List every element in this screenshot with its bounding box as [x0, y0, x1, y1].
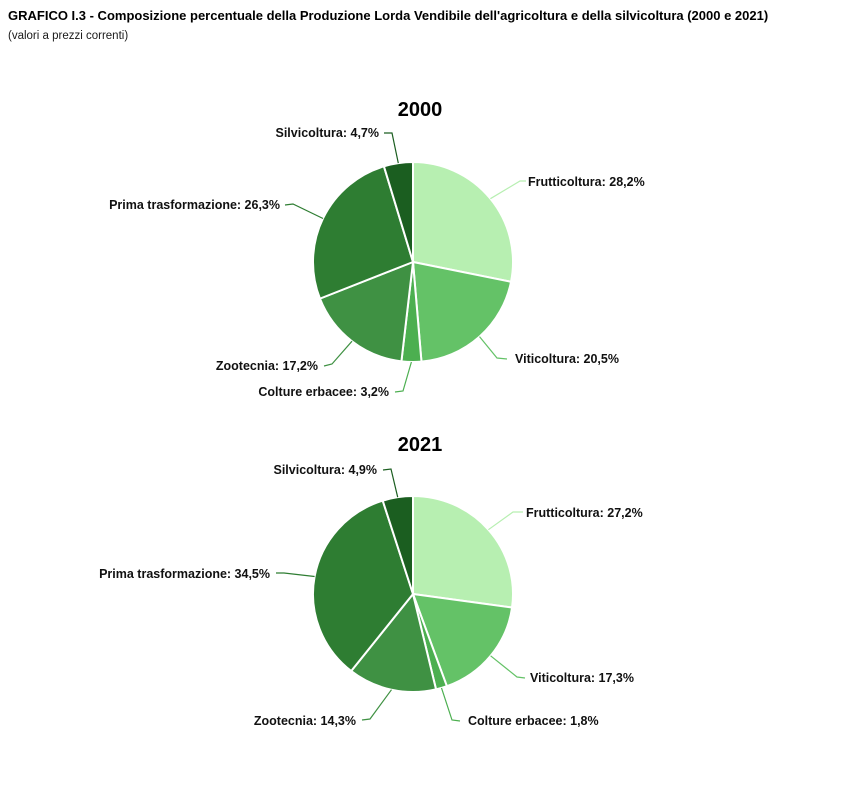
figure-header: GRAFICO I.3 - Composizione percentuale d…: [8, 8, 846, 42]
slice-label-colture-erbacee: Colture erbacee: 3,2%: [258, 385, 389, 399]
pie-chart-2000: 2000 Frutticoltura: 28,2% Viticoltura: 20,…: [109, 99, 645, 399]
leader-line-colture-erbacee: [394, 361, 412, 393]
leader-line-viticoltura: [490, 655, 526, 679]
slice-label-silvicoltura: Silvicoltura: 4,9%: [273, 463, 377, 477]
pie-slice-frutticoltura: [412, 161, 514, 283]
slice-label-silvicoltura: Silvicoltura: 4,7%: [275, 126, 379, 140]
slice-label-frutticoltura: Frutticoltura: 28,2%: [528, 175, 645, 189]
figure-title: GRAFICO I.3 - Composizione percentuale d…: [8, 8, 769, 23]
pie-slice-zootecnia: [350, 593, 438, 693]
leader-line-colture-erbacee: [440, 687, 461, 722]
figure-subtitle: (valori a prezzi correnti): [8, 30, 129, 42]
chart-title-2000: 2000: [398, 99, 443, 121]
leader-line-frutticoltura: [490, 180, 526, 200]
pie-slice-prima-trasformazione: [312, 499, 414, 673]
pie-slice-frutticoltura: [412, 495, 514, 609]
slice-label-zootecnia: Zootecnia: 17,2%: [216, 359, 318, 373]
leader-line-prima-trasformazione: [284, 203, 324, 220]
slice-label-frutticoltura: Frutticoltura: 27,2%: [526, 506, 643, 520]
leader-line-prima-trasformazione: [276, 572, 315, 578]
leader-line-silvicoltura: [382, 468, 399, 498]
slice-label-zootecnia: Zootecnia: 14,3%: [254, 714, 356, 728]
slice-label-viticoltura: Viticoltura: 20,5%: [515, 352, 619, 366]
leader-line-frutticoltura: [488, 511, 523, 531]
leader-line-zootecnia: [361, 689, 392, 721]
slice-label-viticoltura: Viticoltura: 17,3%: [530, 671, 634, 685]
pie-slice-zootecnia: [318, 261, 414, 363]
slice-label-prima-trasformazione: Prima trasformazione: 26,3%: [109, 198, 280, 212]
slice-label-colture-erbacee: Colture erbacee: 1,8%: [468, 714, 599, 728]
leader-line-viticoltura: [479, 336, 508, 360]
leader-line-silvicoltura: [384, 132, 399, 164]
leader-line-zootecnia: [323, 340, 353, 367]
pie-chart-2021: 2021 Frutticoltura: 27,2% Viticoltura: 17,…: [99, 434, 643, 728]
chart-title-2021: 2021: [398, 434, 443, 456]
slice-label-prima-trasformazione: Prima trasformazione: 34,5%: [99, 567, 270, 581]
